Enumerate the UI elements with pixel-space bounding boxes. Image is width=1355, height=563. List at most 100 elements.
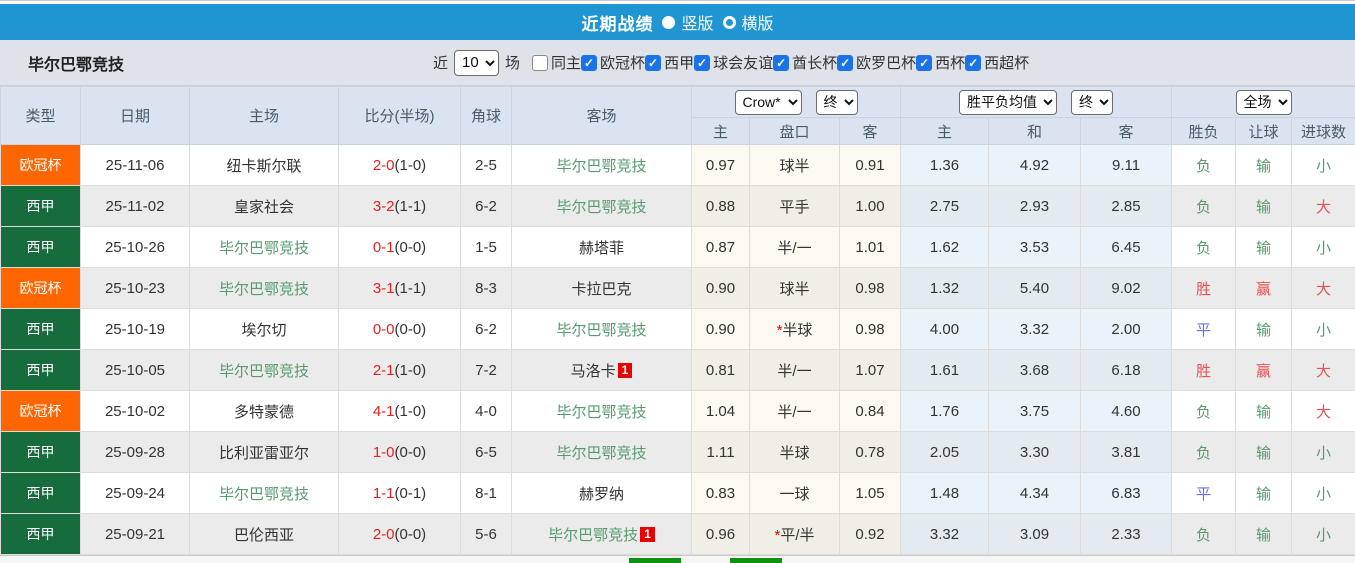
star-marker: * <box>777 322 783 339</box>
cell-euro-draw: 4.92 <box>989 145 1081 186</box>
cell-date: 25-10-02 <box>81 391 190 432</box>
layout-radio-vertical[interactable]: 竖版 <box>662 10 713 34</box>
cell-date: 25-10-23 <box>81 268 190 309</box>
cell-euro-away: 2.33 <box>1081 514 1172 555</box>
cell-match-type: 西甲 <box>1 227 81 268</box>
radio-unselected-icon[interactable] <box>723 16 736 29</box>
bookmaker-period-select[interactable]: 终 <box>816 90 858 115</box>
cell-odds-home: 0.88 <box>692 186 750 227</box>
league-checkbox-6[interactable] <box>965 55 981 71</box>
cell-euro-draw: 3.53 <box>989 227 1081 268</box>
cell-corners: 2-5 <box>461 145 512 186</box>
partial-row-green-bar <box>730 558 782 563</box>
cell-result-wdl: 负 <box>1172 514 1236 555</box>
subheader-handicap: 盘口 <box>750 118 840 145</box>
radio-vertical-label[interactable]: 竖版 <box>681 10 713 34</box>
filter-controls: 近 10 场 同主 欧冠杯西甲球会友谊酋长杯欧罗巴杯西杯西超杯 <box>433 40 1029 85</box>
cell-result-wdl: 负 <box>1172 227 1236 268</box>
subheader-odds-home: 主 <box>692 118 750 145</box>
cell-score: 2-0(1-0) <box>339 145 461 186</box>
europe-odds-select[interactable]: 胜平负均值 <box>959 90 1057 115</box>
red-card-badge: 1 <box>640 527 655 542</box>
cell-odds-home: 0.87 <box>692 227 750 268</box>
league-label-6[interactable]: 西超杯 <box>984 52 1029 73</box>
cell-match-type: 西甲 <box>1 350 81 391</box>
cell-score: 1-1(0-1) <box>339 473 461 514</box>
cell-match-type: 欧冠杯 <box>1 268 81 309</box>
cell-result-wdl: 胜 <box>1172 350 1236 391</box>
cell-corners: 4-0 <box>461 391 512 432</box>
league-checkbox-0[interactable] <box>581 55 597 71</box>
cell-result-handicap: 输 <box>1236 309 1292 350</box>
cell-result-wdl: 胜 <box>1172 268 1236 309</box>
cell-score: 4-1(1-0) <box>339 391 461 432</box>
cell-result-wdl: 平 <box>1172 309 1236 350</box>
cell-corners: 8-3 <box>461 268 512 309</box>
cell-result-handicap: 输 <box>1236 391 1292 432</box>
cell-euro-home: 1.36 <box>901 145 989 186</box>
bookmaker-select[interactable]: Crow* <box>735 90 802 115</box>
scope-select[interactable]: 全场 <box>1236 90 1292 115</box>
same-home-label[interactable]: 同主 <box>551 52 581 73</box>
league-label-1[interactable]: 西甲 <box>664 52 694 73</box>
league-label-0[interactable]: 欧冠杯 <box>600 52 645 73</box>
cell-result-handicap: 输 <box>1236 514 1292 555</box>
subheader-goals: 进球数 <box>1292 118 1355 145</box>
cell-euro-away: 2.00 <box>1081 309 1172 350</box>
cell-corners: 1-5 <box>461 227 512 268</box>
cell-result-goals: 大 <box>1292 268 1355 309</box>
cell-odds-away: 0.92 <box>840 514 901 555</box>
layout-radio-horizontal[interactable]: 横版 <box>723 10 774 34</box>
cell-away-team: 卡拉巴克 <box>512 268 692 309</box>
col-header-score: 比分(半场) <box>339 87 461 145</box>
cell-handicap: 半/一 <box>750 227 840 268</box>
league-label-4[interactable]: 欧罗巴杯 <box>856 52 916 73</box>
cell-date: 25-09-21 <box>81 514 190 555</box>
cell-result-wdl: 负 <box>1172 186 1236 227</box>
cell-result-handicap: 输 <box>1236 473 1292 514</box>
subheader-euro-draw: 和 <box>989 118 1081 145</box>
cell-result-goals: 小 <box>1292 514 1355 555</box>
cell-euro-draw: 4.34 <box>989 473 1081 514</box>
league-label-2[interactable]: 球会友谊 <box>713 52 773 73</box>
cell-date: 25-11-06 <box>81 145 190 186</box>
cell-euro-away: 6.45 <box>1081 227 1172 268</box>
col-header-type: 类型 <box>1 87 81 145</box>
match-count-select[interactable]: 10 <box>454 50 499 76</box>
same-home-checkbox[interactable] <box>532 55 548 71</box>
cell-odds-home: 0.83 <box>692 473 750 514</box>
cell-euro-home: 1.48 <box>901 473 989 514</box>
cell-home-team: 巴伦西亚 <box>190 514 339 555</box>
cell-handicap: 球半 <box>750 268 840 309</box>
radio-horizontal-label[interactable]: 横版 <box>742 10 774 34</box>
cell-result-goals: 大 <box>1292 391 1355 432</box>
cell-odds-away: 1.00 <box>840 186 901 227</box>
league-label-5[interactable]: 西杯 <box>935 52 965 73</box>
subheader-euro-away: 客 <box>1081 118 1172 145</box>
radio-selected-icon[interactable] <box>662 16 675 29</box>
league-checkbox-3[interactable] <box>773 55 789 71</box>
league-checkbox-4[interactable] <box>837 55 853 71</box>
europe-period-select[interactable]: 终 <box>1071 90 1113 115</box>
cell-result-goals: 小 <box>1292 473 1355 514</box>
cell-corners: 6-5 <box>461 432 512 473</box>
cell-result-goals: 小 <box>1292 227 1355 268</box>
cell-corners: 5-6 <box>461 514 512 555</box>
cell-result-handicap: 赢 <box>1236 350 1292 391</box>
cell-match-type: 西甲 <box>1 514 81 555</box>
league-checkbox-5[interactable] <box>916 55 932 71</box>
league-checkbox-2[interactable] <box>694 55 710 71</box>
cell-euro-draw: 3.09 <box>989 514 1081 555</box>
cell-result-goals: 大 <box>1292 186 1355 227</box>
cell-euro-away: 2.85 <box>1081 186 1172 227</box>
cell-away-team: 毕尔巴鄂竞技 <box>512 145 692 186</box>
cell-score: 2-0(0-0) <box>339 514 461 555</box>
col-header-away: 客场 <box>512 87 692 145</box>
cell-match-type: 欧冠杯 <box>1 391 81 432</box>
cell-away-team: 毕尔巴鄂竞技 <box>512 391 692 432</box>
league-label-3[interactable]: 酋长杯 <box>792 52 837 73</box>
league-checkbox-1[interactable] <box>645 55 661 71</box>
